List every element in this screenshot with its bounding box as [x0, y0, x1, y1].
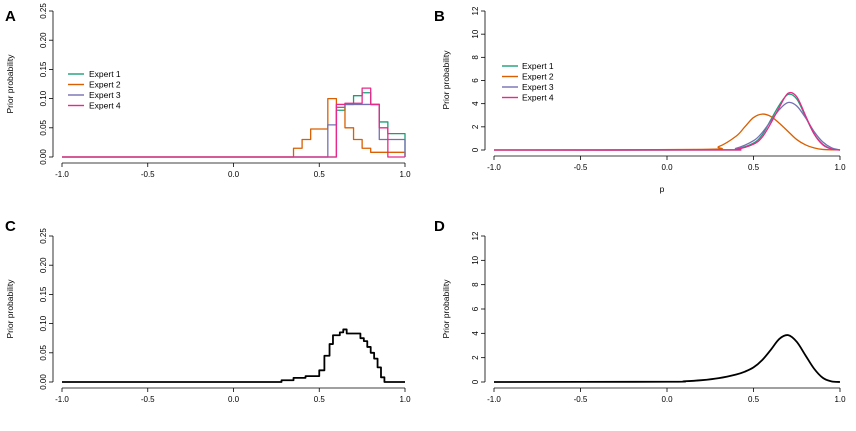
x-tick-label: 0.0: [661, 163, 673, 172]
x-tick-label: 1.0: [399, 395, 411, 404]
y-tick-label: 0.10: [39, 90, 48, 106]
panel-d: D -1.0 -0.5 0.0 0.5 1.0 0 2 4 6 8 10 12 Prior probabi…: [434, 218, 846, 404]
legend-label: Expert 1: [89, 69, 121, 79]
x-tick-label: 0.0: [228, 170, 240, 179]
y-tick-label: 0.20: [39, 257, 48, 273]
x-tick-label: 0.0: [228, 395, 240, 404]
series-line-combined: [493, 334, 841, 383]
panel-b: B -1.0 -0.5 0.0 0.5 1.0 0 2 4 6 8 10 12 Prior probabi…: [434, 6, 846, 194]
x-tick-label: -0.5: [141, 395, 155, 404]
x-tick-label: -1.0: [487, 163, 501, 172]
y-tick-label: 2: [471, 355, 480, 360]
y-tick-label: 8: [471, 55, 480, 60]
legend-label: Expert 2: [89, 80, 121, 90]
y-tick-label: 0.15: [39, 61, 48, 77]
panel-a: A -1.0 -0.5 0.0 0.5 1.0 0.00 0.05 0.10 0.15 0.20 0.…: [5, 3, 411, 179]
legend-label: Expert 3: [522, 82, 554, 92]
x-tick-label: 0.5: [314, 395, 326, 404]
series-line-expert-4: [493, 91, 841, 151]
panel-letter: D: [434, 218, 445, 235]
y-axis-title: Prior probability: [441, 50, 451, 110]
y-axis-title: Prior probability: [5, 279, 15, 339]
series-line-expert-4: [62, 87, 405, 158]
x-tick-label: 0.5: [748, 395, 760, 404]
panel-c: C -1.0 -0.5 0.0 0.5 1.0 0.00 0.05 0.10 0.15 0.20 0.…: [5, 218, 411, 404]
x-tick-label: -0.5: [574, 395, 588, 404]
series-line-expert-2: [62, 97, 406, 158]
y-tick-label: 0.10: [39, 315, 48, 331]
y-tick-label: 0.25: [39, 3, 48, 19]
y-tick-label: 12: [471, 6, 480, 15]
y-tick-label: 0.00: [39, 374, 48, 390]
series-line-expert-2: [493, 113, 841, 151]
series-line-combined: [62, 328, 405, 383]
y-tick-label: 0.00: [39, 149, 48, 165]
y-tick-label: 4: [471, 101, 480, 106]
x-tick-label: -0.5: [141, 170, 155, 179]
x-tick-label: 0.5: [748, 163, 760, 172]
y-tick-label: 2: [471, 124, 480, 129]
x-tick-label: 1.0: [399, 170, 411, 179]
y-tick-label: 0.05: [39, 119, 48, 135]
y-tick-label: 12: [471, 231, 480, 240]
y-tick-label: 0: [471, 379, 480, 384]
panel-letter: A: [5, 8, 16, 25]
x-tick-label: 1.0: [834, 163, 846, 172]
legend-label: Expert 4: [522, 93, 554, 103]
y-tick-label: 10: [471, 29, 480, 38]
x-tick-label: -1.0: [55, 395, 69, 404]
x-axis-title: p: [660, 184, 665, 194]
series-line-expert-3: [493, 101, 841, 151]
y-tick-label: 6: [471, 78, 480, 83]
y-tick-label: 4: [471, 331, 480, 336]
y-axis-title: Prior probability: [441, 279, 451, 339]
y-tick-label: 0.15: [39, 286, 48, 302]
y-axis-title: Prior probability: [5, 54, 15, 114]
y-tick-label: 10: [471, 255, 480, 264]
x-tick-label: 0.5: [314, 170, 326, 179]
panel-letter: B: [434, 8, 445, 25]
y-tick-label: 0.25: [39, 228, 48, 244]
x-tick-label: -0.5: [574, 163, 588, 172]
y-tick-label: 6: [471, 306, 480, 311]
legend-label: Expert 4: [89, 101, 121, 111]
panel-letter: C: [5, 218, 16, 235]
x-tick-label: 1.0: [834, 395, 846, 404]
y-tick-label: 0: [471, 147, 480, 152]
y-tick-label: 0.20: [39, 32, 48, 48]
y-tick-label: 8: [471, 282, 480, 287]
y-tick-label: 0.05: [39, 344, 48, 360]
x-tick-label: 0.0: [661, 395, 673, 404]
legend-label: Expert 3: [89, 90, 121, 100]
x-tick-label: -1.0: [487, 395, 501, 404]
legend-label: Expert 1: [522, 61, 554, 71]
legend-label: Expert 2: [522, 72, 554, 82]
x-tick-label: -1.0: [55, 170, 69, 179]
